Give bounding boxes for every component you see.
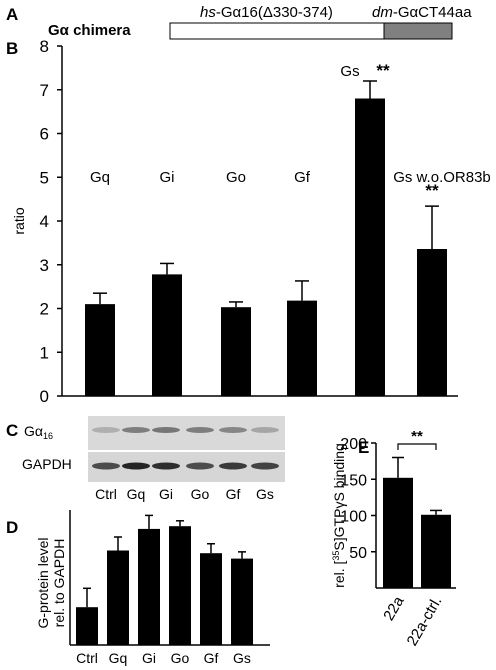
blot-strip-galpha16 [88,416,285,450]
d-bar-2 [138,528,160,645]
d-category-label-5: Gs [233,650,251,666]
blot-lane-labels: Ctrl Gq Gi Go Gf Gs [95,486,274,502]
e-bar-1 [421,514,451,588]
b-category-label-0: Gq [90,169,110,186]
blot-lane-label-3: Go [191,486,210,502]
b-y-tick-label: 8 [40,37,49,56]
b-category-label-2: Go [226,169,246,186]
b-y-tick-label: 7 [40,81,49,100]
band-gapdh-4 [219,462,247,470]
panel-a-schematic: Gα chimera hs-Gα16(Δ330-374) dm-GαCT44aa [48,4,472,40]
e-y-tick-label: 50 [349,545,367,562]
b-y-tick-label: 6 [40,125,49,144]
e-category-label-1: 22a-ctrl. [404,594,446,649]
band-galpha16-0 [92,427,120,433]
segment-hs [169,22,385,40]
band-gapdh-0 [92,462,120,470]
b-significance-5: ** [425,181,439,200]
panel-label-c: C [6,421,18,440]
e-significance-label: ** [411,428,423,445]
band-galpha16-1 [122,427,150,433]
d-category-label-1: Gq [109,650,128,666]
b-y-tick-label: 2 [40,300,49,319]
d-category-label-0: Ctrl [76,650,98,666]
e-bar-0 [383,477,413,588]
panel-label-d: D [6,518,18,537]
chimera-title: Gα chimera [48,22,131,39]
d-category-label-4: Gf [204,650,219,666]
e-y-tick-label: 100 [340,509,367,526]
e-y-axis-label: rel. [35S]GTPγS binding [331,443,347,588]
b-y-tick-label: 1 [40,343,49,362]
blot-lane-label-5: Gs [256,486,274,502]
blot-bands [92,427,279,470]
b-significance-4: ** [376,61,390,80]
d-bar-5 [231,558,253,645]
blot-lane-label-0: Ctrl [95,486,117,502]
band-galpha16-5 [251,427,279,433]
segment-dm [383,22,453,40]
b-bar-4 [355,98,385,396]
d-category-label-2: Gi [142,650,156,666]
b-bar-0 [85,304,115,396]
segment-hs-label: hs-Gα16(Δ330-374) [200,4,333,21]
blot-row1-label: Gα16 [24,423,53,441]
band-gapdh-2 [152,462,180,470]
d-y-axis-label-1: G-protein level [35,537,51,628]
band-galpha16-2 [152,427,180,433]
b-bar-5 [417,249,447,396]
b-bar-2 [221,307,251,396]
blot-lane-label-4: Gf [226,486,241,502]
b-bar-3 [287,300,317,396]
panel-label-e: E [358,438,369,457]
e-y-tick-label: 200 [340,436,367,453]
chart-d: Ctrl Gq Gi Go Gf Gs G-protein level rel. to GAP… [35,510,270,666]
d-bar-4 [200,553,222,645]
band-galpha16-3 [186,427,214,433]
d-y-axis-label-2: rel. to GAPDH [51,539,67,628]
panel-c-blot: Gα16 GAPDH Ctrl Gq Gi Go Gf Gs [22,416,285,502]
b-bar-1 [152,274,182,396]
band-gapdh-5 [251,462,279,470]
blot-row2-label: GAPDH [22,456,72,472]
b-category-label-4: Gs [340,63,359,80]
b-category-label-5: Gs w.o.OR83b [393,169,491,186]
b-y-tick-label: 3 [40,256,49,275]
panel-label-b: B [6,39,18,58]
e-category-label-0: 22a [380,593,408,624]
blot-lane-label-2: Gi [159,486,173,502]
d-bar-1 [107,550,129,645]
band-gapdh-1 [122,462,150,470]
d-bar-0 [76,607,98,645]
e-significance-bracket [397,443,437,450]
b-y-tick-label: 0 [40,387,49,406]
segment-dm-label: dm-GαCT44aa [372,4,472,21]
b-y-tick-label: 4 [40,212,49,231]
band-galpha16-4 [219,427,247,433]
band-gapdh-3 [186,462,214,470]
b-y-axis-label: ratio [11,207,27,234]
e-y-tick-label: 150 [340,472,367,489]
b-category-label-3: Gf [294,169,311,186]
panel-label-a: A [6,5,18,24]
d-bar-3 [169,526,191,645]
d-category-label-3: Go [171,650,190,666]
blot-lane-label-1: Gq [127,486,146,502]
b-category-label-1: Gi [160,169,175,186]
b-y-tick-label: 5 [40,168,49,187]
